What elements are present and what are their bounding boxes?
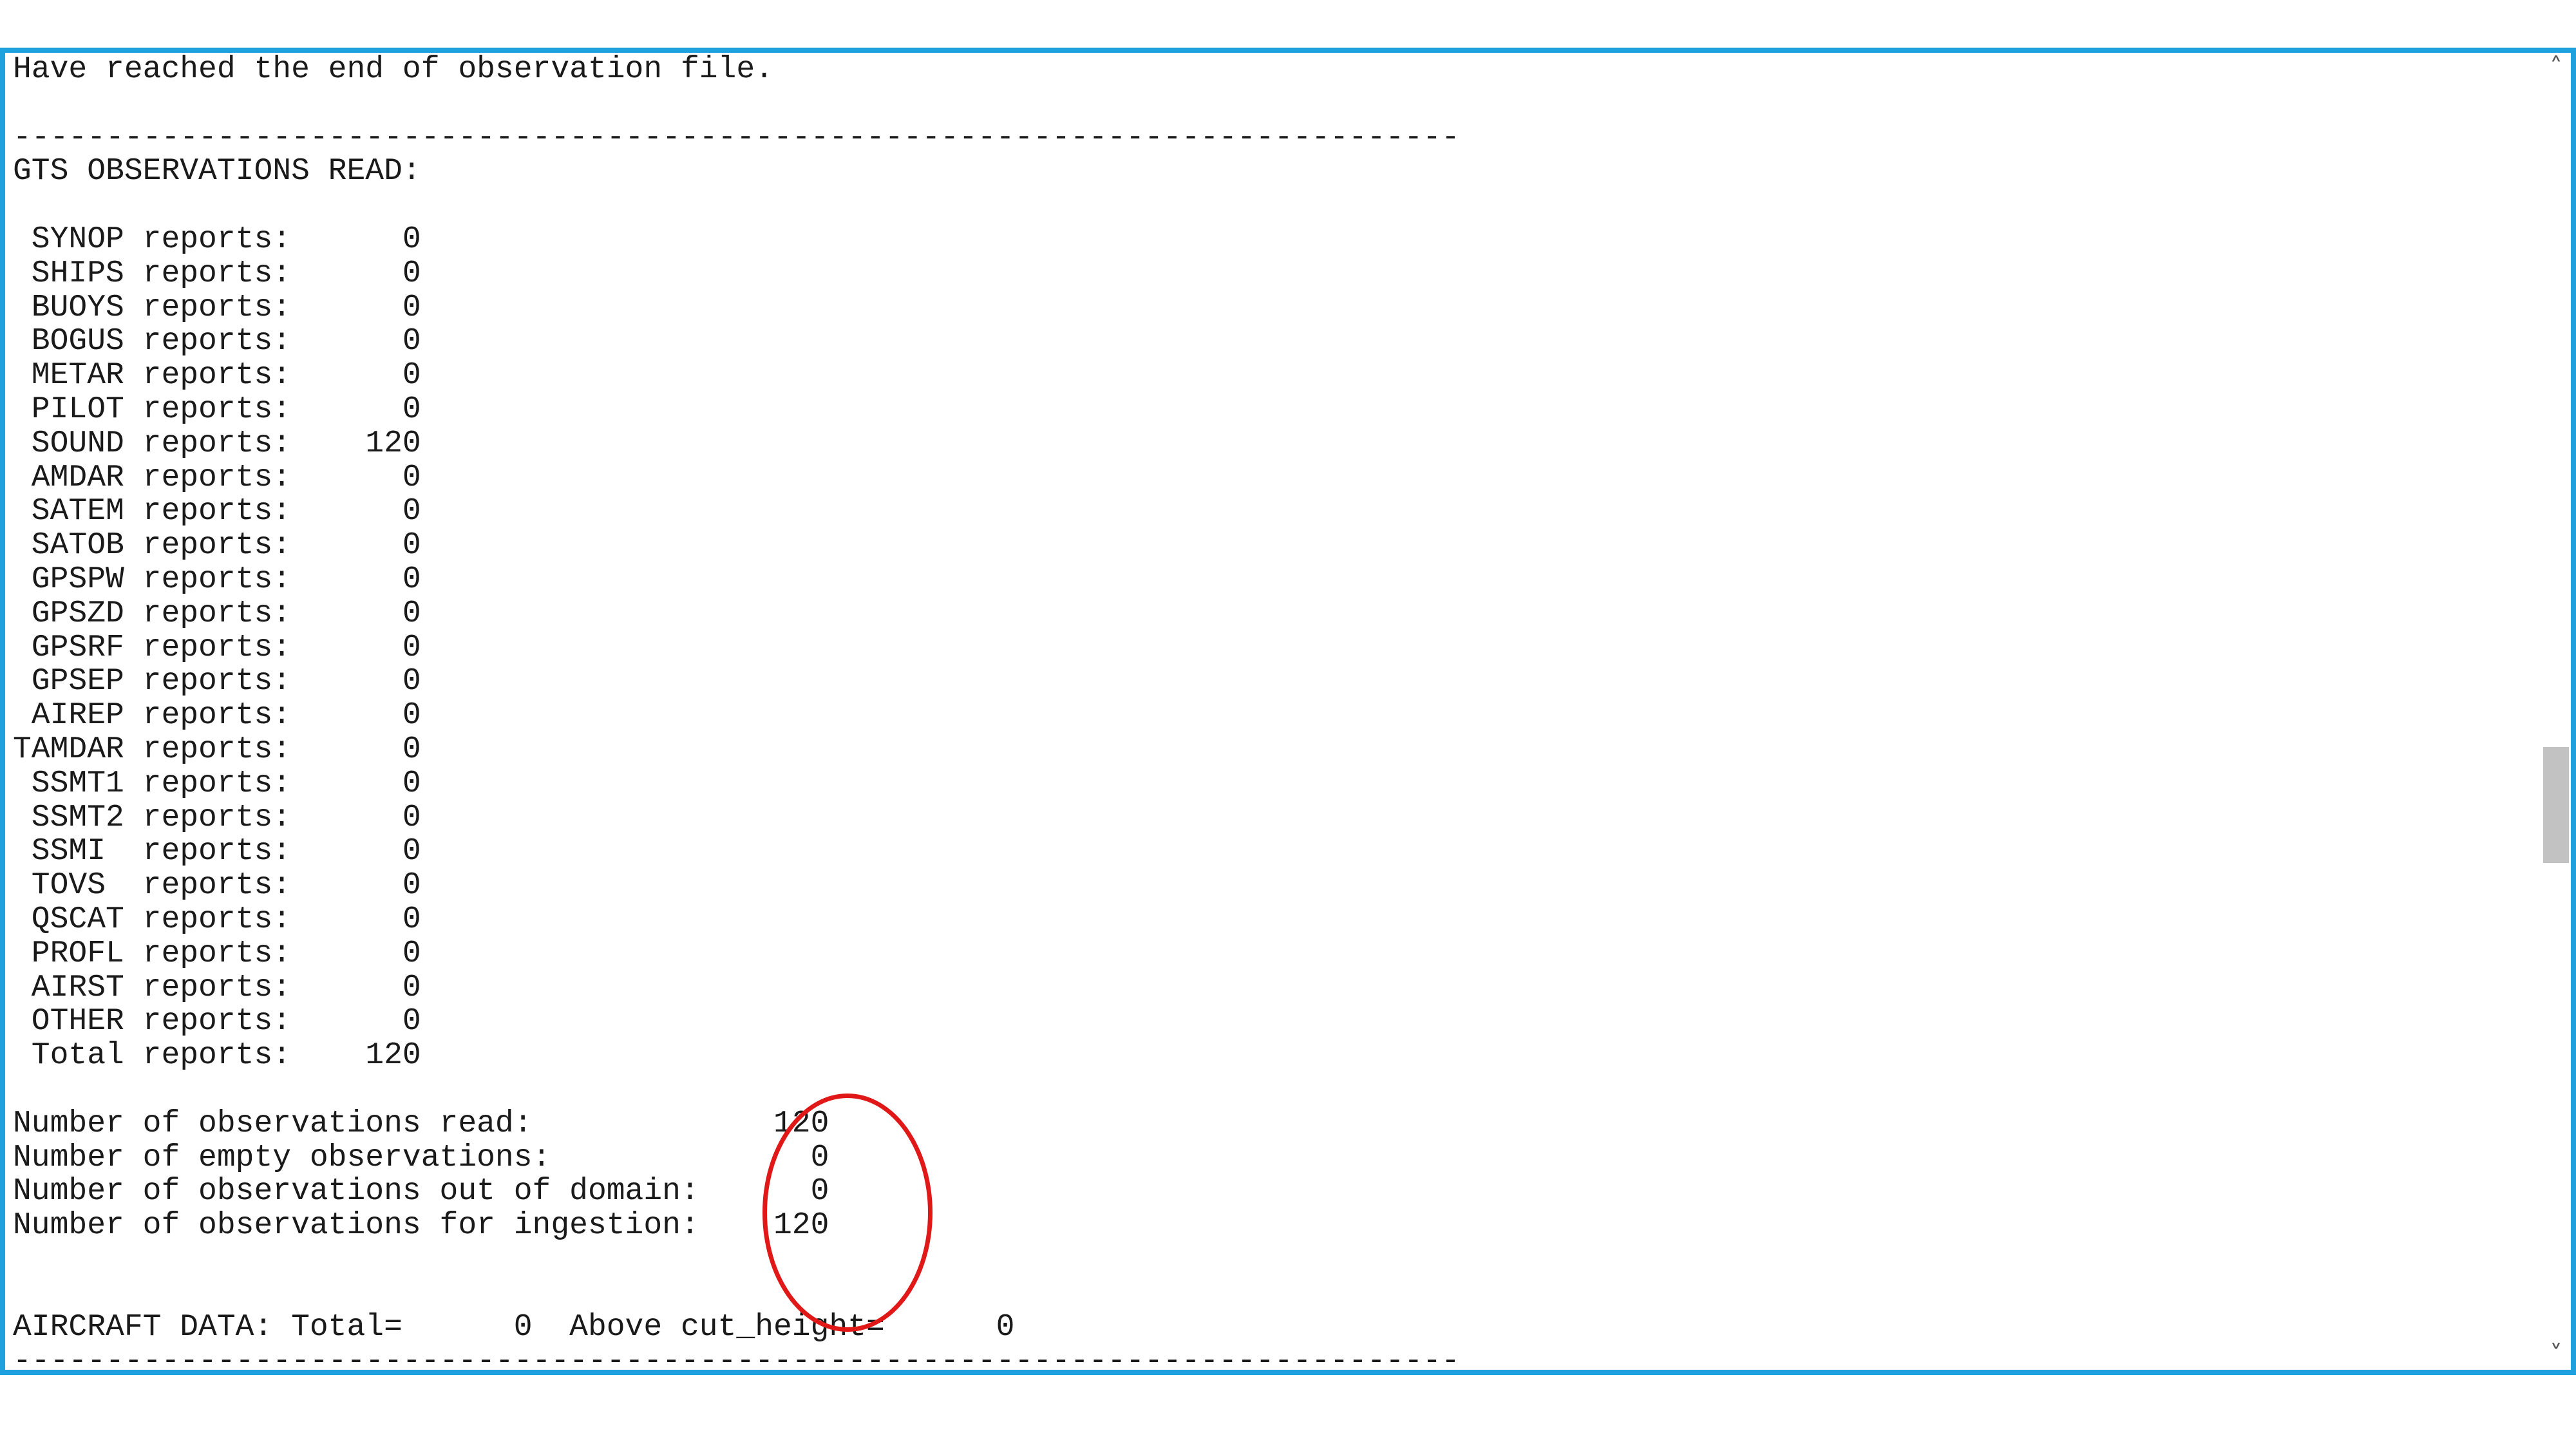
- terminal-line: SSMT1 reports: 0: [13, 766, 421, 801]
- terminal-line: QSCAT reports: 0: [13, 902, 421, 937]
- terminal-line: [13, 189, 1460, 223]
- scroll-thumb[interactable]: [2543, 747, 2569, 863]
- terminal-line: PILOT reports: 0: [13, 392, 421, 427]
- terminal-line: TAMDAR reports: 0: [13, 732, 421, 767]
- terminal-line: SOUND reports: 120: [13, 426, 421, 461]
- terminal-line: GTS OBSERVATIONS READ:: [13, 154, 421, 189]
- terminal-line: Number of observations read: 120: [13, 1106, 829, 1141]
- terminal-line: AIRST reports: 0: [13, 970, 421, 1005]
- terminal-line: ----------------------------------------…: [13, 120, 1460, 155]
- scroll-down-icon[interactable]: ˅: [2550, 1340, 2562, 1370]
- terminal-window: Have reached the end of observation file…: [0, 48, 2576, 1375]
- terminal-line: [13, 1073, 1460, 1107]
- terminal-line: GPSZD reports: 0: [13, 596, 421, 631]
- scroll-up-icon[interactable]: ˄: [2550, 53, 2562, 82]
- terminal-line: SYNOP reports: 0: [13, 222, 421, 257]
- terminal-line: METAR reports: 0: [13, 358, 421, 393]
- terminal-line: AIRCRAFT DATA: Total= 0 Above cut_height…: [13, 1310, 1015, 1345]
- terminal-line: TOVS reports: 0: [13, 868, 421, 904]
- terminal-line: SSMI reports: 0: [13, 834, 421, 869]
- terminal-line: ----------------------------------------…: [13, 1344, 1460, 1375]
- terminal-line: [13, 1277, 1460, 1311]
- terminal-line: [13, 87, 1460, 121]
- vertical-scrollbar[interactable]: ˄ ˅: [2541, 53, 2571, 1370]
- terminal-line: AMDAR reports: 0: [13, 460, 421, 495]
- terminal-line: BUOYS reports: 0: [13, 290, 421, 325]
- terminal-line: OTHER reports: 0: [13, 1004, 421, 1039]
- terminal-output: Have reached the end of observation file…: [13, 52, 1460, 1375]
- terminal-line: [13, 1243, 1460, 1277]
- terminal-line: SATEM reports: 0: [13, 494, 421, 529]
- terminal-line: BOGUS reports: 0: [13, 324, 421, 359]
- terminal-line: GPSRF reports: 0: [13, 630, 421, 665]
- terminal-line: GPSEP reports: 0: [13, 664, 421, 699]
- terminal-line: SSMT2 reports: 0: [13, 800, 421, 835]
- terminal-line: PROFL reports: 0: [13, 936, 421, 971]
- terminal-line: Have reached the end of observation file…: [13, 52, 773, 87]
- terminal-line: AIREP reports: 0: [13, 698, 421, 734]
- terminal-line: Total reports: 120: [13, 1038, 421, 1074]
- terminal-line: SATOB reports: 0: [13, 528, 421, 564]
- terminal-line: Number of empty observations: 0: [13, 1140, 829, 1175]
- terminal-line: GPSPW reports: 0: [13, 562, 421, 597]
- terminal-line: Number of observations for ingestion: 12…: [13, 1208, 829, 1244]
- terminal-line: Number of observations out of domain: 0: [13, 1174, 829, 1209]
- terminal-line: SHIPS reports: 0: [13, 256, 421, 291]
